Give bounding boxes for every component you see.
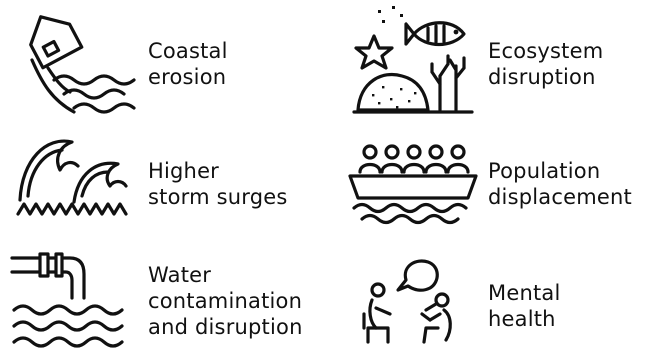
people-on-boat-icon bbox=[348, 144, 478, 225]
impact-label: Higher storm surges bbox=[148, 159, 288, 209]
impact-label: Ecosystem disruption bbox=[488, 39, 604, 89]
impact-label: Mental health bbox=[488, 281, 561, 331]
fish-starfish-coral-icon bbox=[352, 6, 476, 118]
two-people-talking-icon bbox=[360, 256, 468, 344]
big-waves-icon bbox=[16, 130, 134, 220]
impact-label: Coastal erosion bbox=[148, 39, 228, 89]
impact-label: Water contamination and disruption bbox=[148, 263, 303, 339]
house-falling-into-waves-icon bbox=[12, 8, 136, 120]
pipes-over-water-icon bbox=[10, 252, 128, 348]
impact-label: Population displacement bbox=[488, 159, 632, 209]
